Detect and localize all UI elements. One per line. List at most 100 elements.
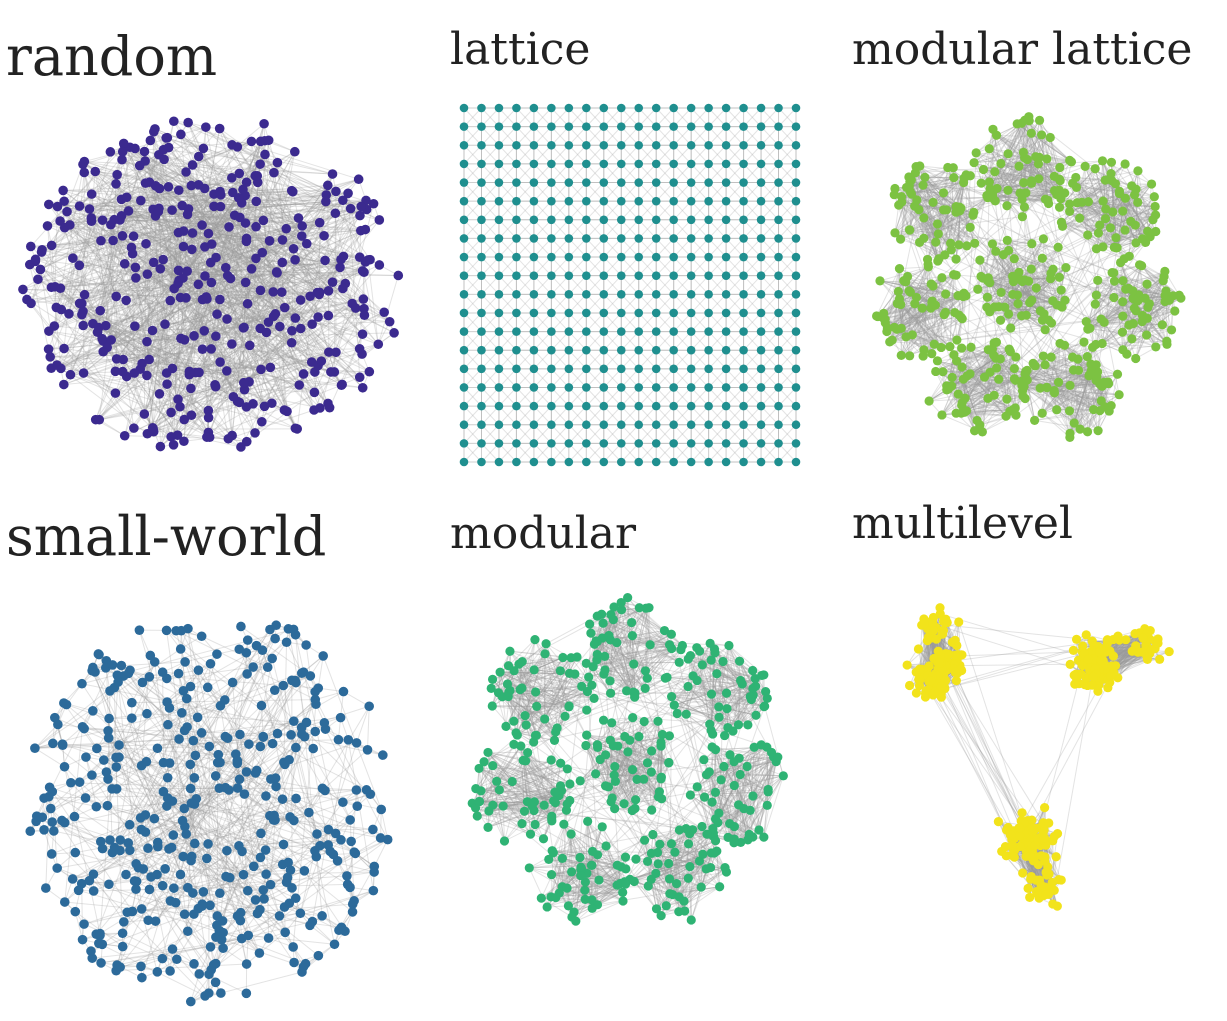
network-node (756, 327, 766, 336)
network-edge (134, 325, 238, 402)
network-node (84, 204, 95, 214)
network-node (739, 271, 748, 280)
network-node (774, 140, 783, 150)
network-node (117, 154, 127, 165)
network-edge (226, 201, 327, 372)
network-node (159, 154, 169, 165)
network-node (379, 307, 389, 318)
network-edge (119, 219, 276, 315)
network-edge (92, 323, 271, 368)
network-edge (185, 297, 212, 350)
network-node (127, 248, 138, 259)
network-node (616, 401, 626, 411)
network-node (494, 271, 504, 280)
network-edge (144, 311, 385, 415)
network-node (774, 290, 783, 299)
network-edge (69, 224, 274, 293)
network-node (791, 252, 801, 262)
network-node (512, 234, 521, 243)
network-node (193, 279, 204, 290)
network-node (119, 430, 130, 441)
network-edge (94, 171, 208, 300)
network-node (529, 215, 539, 225)
network-node (477, 196, 486, 206)
network-node (139, 146, 150, 157)
network-edge (40, 184, 199, 270)
network-node (181, 167, 191, 177)
network-node (494, 215, 504, 225)
network-node (564, 140, 574, 150)
network-node (669, 159, 678, 169)
network-node (791, 364, 801, 374)
network-edge (245, 222, 319, 318)
network-node (59, 222, 70, 233)
network-node (704, 439, 713, 448)
network-edge (99, 371, 315, 421)
network-node (599, 345, 609, 355)
network-node (282, 406, 292, 417)
network-edge (69, 154, 160, 375)
network-node (252, 171, 263, 181)
network-node (756, 234, 766, 243)
network-node (547, 178, 556, 187)
network-node (235, 212, 245, 223)
network-node (547, 401, 556, 411)
network-node (669, 234, 678, 243)
network-node (721, 420, 731, 430)
network-node (791, 439, 801, 448)
network-node (203, 412, 214, 423)
network-node (144, 354, 154, 365)
network-node (774, 271, 783, 280)
network-node (364, 366, 375, 377)
network-node (651, 159, 661, 169)
network-node (198, 143, 209, 154)
network-node (704, 252, 713, 262)
network-node (150, 124, 160, 134)
network-node (564, 290, 574, 299)
network-edge (60, 367, 148, 435)
network-node (290, 255, 300, 265)
network-node (338, 195, 348, 206)
network-node (634, 178, 644, 187)
network-node (634, 140, 644, 150)
network-node (241, 402, 252, 412)
network-edge (66, 211, 155, 432)
network-node (686, 178, 696, 187)
network-node (756, 383, 766, 392)
network-node (222, 366, 232, 376)
network-node (292, 424, 303, 434)
network-node (651, 215, 661, 225)
network-node (100, 320, 111, 331)
network-node (756, 252, 766, 262)
network-node (756, 420, 766, 430)
network-node (791, 178, 801, 187)
network-node (634, 383, 644, 392)
network-node (616, 345, 626, 355)
network-node (669, 271, 678, 280)
network-node (155, 441, 166, 452)
network-node (240, 277, 251, 288)
network-node (241, 177, 252, 188)
network-node (199, 326, 210, 336)
network-node (162, 379, 172, 389)
network-node (178, 241, 189, 252)
network-node (739, 345, 748, 355)
network-node (46, 240, 57, 251)
network-node (529, 383, 539, 392)
network-node (651, 234, 661, 243)
network-node (756, 308, 766, 318)
network-node (582, 290, 591, 299)
network-node (686, 383, 696, 392)
network-node (293, 213, 304, 223)
network-node (721, 439, 731, 448)
network-node (739, 196, 748, 206)
network-edge (210, 215, 236, 350)
network-node (355, 210, 365, 221)
network-node (599, 140, 609, 150)
network-node (222, 314, 232, 324)
network-node (494, 252, 504, 262)
network-edge (131, 246, 341, 268)
network-node (25, 241, 36, 252)
network-node (616, 364, 626, 374)
network-node (281, 223, 292, 234)
